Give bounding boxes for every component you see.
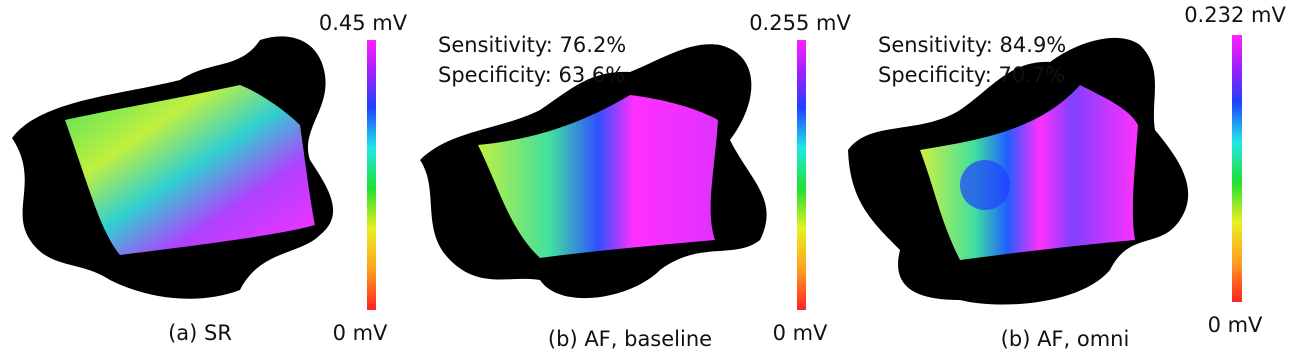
map-sr bbox=[12, 36, 334, 299]
caption: (b) AF, baseline bbox=[548, 327, 712, 351]
caption: (a) SR bbox=[168, 321, 232, 345]
colorbar-min: 0 mV bbox=[1208, 313, 1263, 337]
map-af-baseline bbox=[420, 44, 767, 299]
colorbar-max: 0.255 mV bbox=[749, 11, 851, 35]
colorbar bbox=[1232, 35, 1242, 302]
caption: (b) AF, omni bbox=[1001, 327, 1130, 351]
colorbar bbox=[367, 40, 376, 310]
colorbar-max: 0.232 mV bbox=[1184, 3, 1286, 27]
specificity: Specificity: 63.6% bbox=[438, 63, 625, 87]
colorbar bbox=[797, 40, 806, 310]
colorbar-min: 0 mV bbox=[773, 321, 828, 345]
sensitivity: Sensitivity: 84.9% bbox=[878, 33, 1066, 57]
map-af-omni bbox=[848, 37, 1189, 305]
sensitivity: Sensitivity: 76.2% bbox=[438, 33, 626, 57]
specificity: Specificity: 70.7% bbox=[878, 63, 1065, 87]
colorbar-max: 0.45 mV bbox=[319, 11, 408, 35]
colorbar-min: 0 mV bbox=[333, 321, 388, 345]
